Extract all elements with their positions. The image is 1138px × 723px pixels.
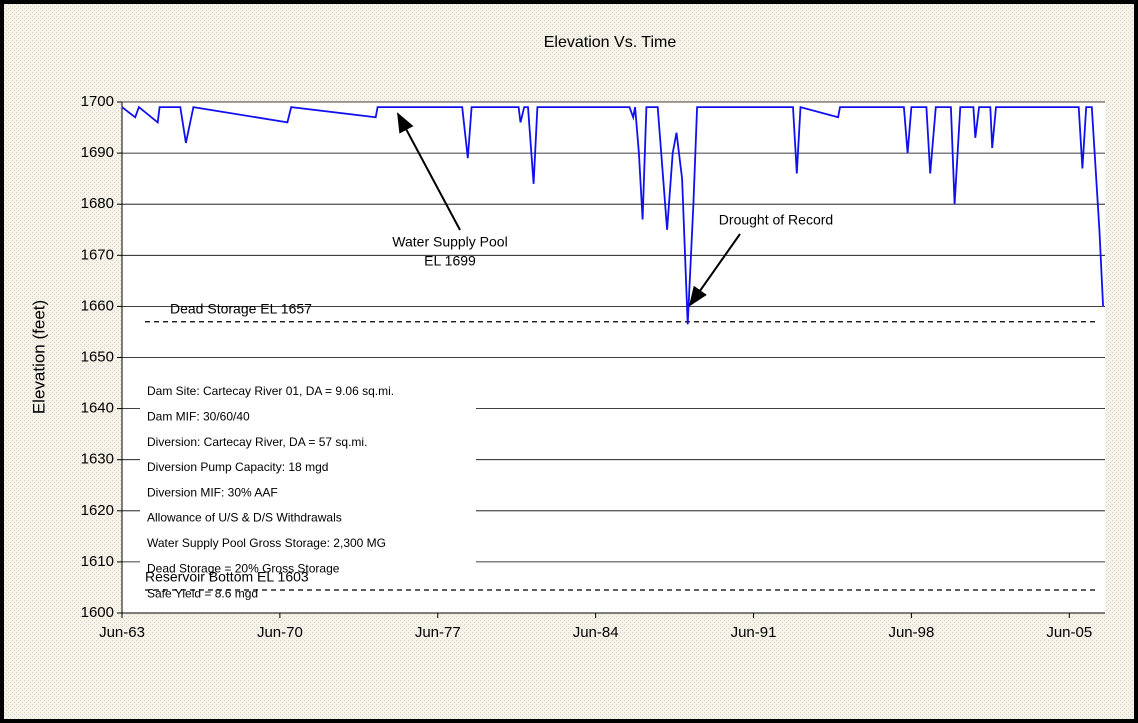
y-tick-label: 1620 xyxy=(81,502,114,519)
y-tick-label: 1700 xyxy=(81,93,114,110)
x-tick-label: Jun-84 xyxy=(573,624,619,641)
y-tick-label: 1650 xyxy=(81,348,114,365)
reference-label: Reservoir Bottom EL 1603 xyxy=(145,569,309,585)
y-tick-label: 1670 xyxy=(81,246,114,263)
x-tick-label: Jun-98 xyxy=(888,624,934,641)
annotation: Drought of Record xyxy=(719,212,833,228)
y-tick-label: 1610 xyxy=(81,553,114,570)
note: Diversion Pump Capacity: 18 mgd xyxy=(147,460,328,474)
data-line xyxy=(121,105,1104,325)
y-tick-label: 1690 xyxy=(81,144,114,161)
y-axis-label: Elevation (feet) xyxy=(29,300,48,414)
reference-label: Dead Storage EL 1657 xyxy=(170,300,312,316)
notes-box xyxy=(140,378,476,608)
x-tick-label: Jun-05 xyxy=(1046,624,1092,641)
note: Dead Storage = 20% Gross Storage xyxy=(147,561,340,575)
note: Dam MIF: 30/60/40 xyxy=(147,409,250,423)
note: Water Supply Pool Gross Storage: 2,300 M… xyxy=(147,536,386,550)
x-tick-label: Jun-91 xyxy=(731,624,777,641)
y-tick-label: 1630 xyxy=(81,451,114,468)
annotation: EL 1699 xyxy=(424,253,476,269)
note: Safe Yield = 8.6 mgd xyxy=(147,587,258,601)
annotation-arrow xyxy=(688,233,741,307)
note: Allowance of U/S & D/S Withdrawals xyxy=(147,511,342,525)
note: Dam Site: Cartecay River 01, DA = 9.06 s… xyxy=(147,384,394,398)
y-tick-label: 1680 xyxy=(81,195,114,212)
y-tick-label: 1640 xyxy=(81,400,114,417)
y-tick-label: 1600 xyxy=(81,604,114,621)
annotation: Water Supply Pool xyxy=(392,234,507,250)
annotation-arrow xyxy=(397,112,461,231)
chart-title: Elevation Vs. Time xyxy=(544,34,677,51)
note: Diversion: Cartecay River, DA = 57 sq.mi… xyxy=(147,435,367,449)
x-tick-label: Jun-77 xyxy=(415,624,461,641)
note: Diversion MIF: 30% AAF xyxy=(147,485,278,499)
y-tick-label: 1660 xyxy=(81,297,114,314)
x-tick-label: Jun-70 xyxy=(257,624,303,641)
x-tick-label: Jun-63 xyxy=(99,624,145,641)
